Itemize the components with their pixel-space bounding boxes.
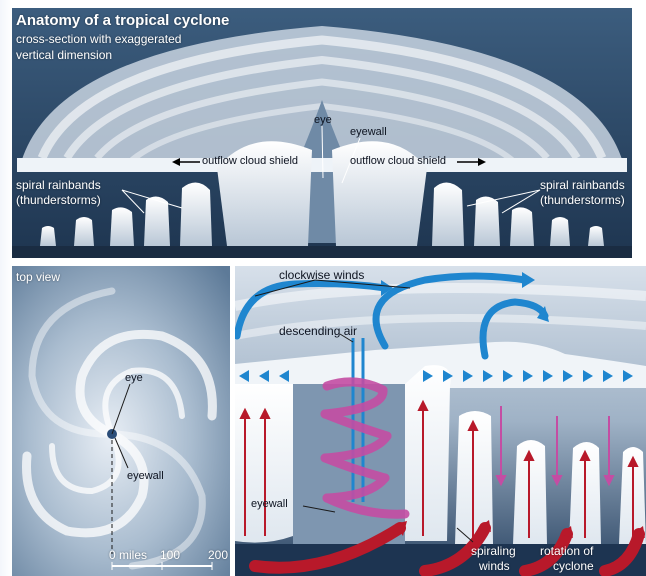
cross-section-illustration bbox=[12, 8, 632, 258]
descending-air-label: descending air bbox=[279, 324, 358, 338]
rotation-label-2: cyclone bbox=[553, 559, 594, 573]
page-edge-strip bbox=[0, 0, 12, 576]
top-right-border bbox=[632, 8, 646, 258]
top-view-eye-label: eye bbox=[125, 372, 143, 384]
spiraling-winds-label-1: spiraling bbox=[471, 544, 516, 558]
left-eyewall-tower bbox=[217, 141, 312, 246]
right-eyewall-tower bbox=[332, 141, 427, 246]
outflow-cloud-shield bbox=[17, 158, 627, 172]
detail-illustration bbox=[235, 266, 646, 576]
scale-label-100: 100 bbox=[160, 548, 181, 562]
diagram-title: Anatomy of a tropical cyclone bbox=[16, 12, 230, 29]
detail-eyewall-label: eyewall bbox=[251, 498, 288, 510]
top-view-eyewall-label: eyewall bbox=[127, 470, 164, 482]
eyewall-label: eyewall bbox=[350, 126, 387, 138]
rainbands-right-label-1: spiral rainbands bbox=[540, 178, 625, 192]
detail-right-eyewall bbox=[405, 365, 451, 541]
diagram-subtitle-line1: cross-section with exaggerated bbox=[16, 32, 182, 46]
clockwise-winds-label: clockwise winds bbox=[279, 268, 365, 282]
rainbands-right-label-2: (thunderstorms) bbox=[540, 193, 625, 207]
top-view-panel: top view eye eyewall 0 miles 100 200 bbox=[12, 266, 230, 576]
cross-section-panel: Anatomy of a tropical cyclone cross-sect… bbox=[12, 8, 632, 258]
rainbands-left-label-1: spiral rainbands bbox=[16, 178, 101, 192]
scale-label-0: 0 miles bbox=[109, 548, 148, 562]
scale-label-200: 200 bbox=[208, 548, 229, 562]
diagram-subtitle-line2: vertical dimension bbox=[16, 48, 113, 62]
spiraling-winds-label-2: winds bbox=[479, 559, 510, 573]
top-view-title: top view bbox=[16, 270, 61, 284]
outflow-label-right: outflow cloud shield bbox=[350, 155, 447, 167]
eye-label: eye bbox=[314, 114, 332, 126]
detail-panel: clockwise winds descending air eyewall s… bbox=[235, 266, 646, 576]
outflow-label-left: outflow cloud shield bbox=[202, 155, 299, 167]
rotation-label-1: rotation of bbox=[540, 544, 594, 558]
outflow-dome bbox=[20, 26, 624, 166]
top-view-illustration bbox=[12, 266, 230, 576]
rainbands-left-label-2: (thunderstorms) bbox=[16, 193, 101, 207]
